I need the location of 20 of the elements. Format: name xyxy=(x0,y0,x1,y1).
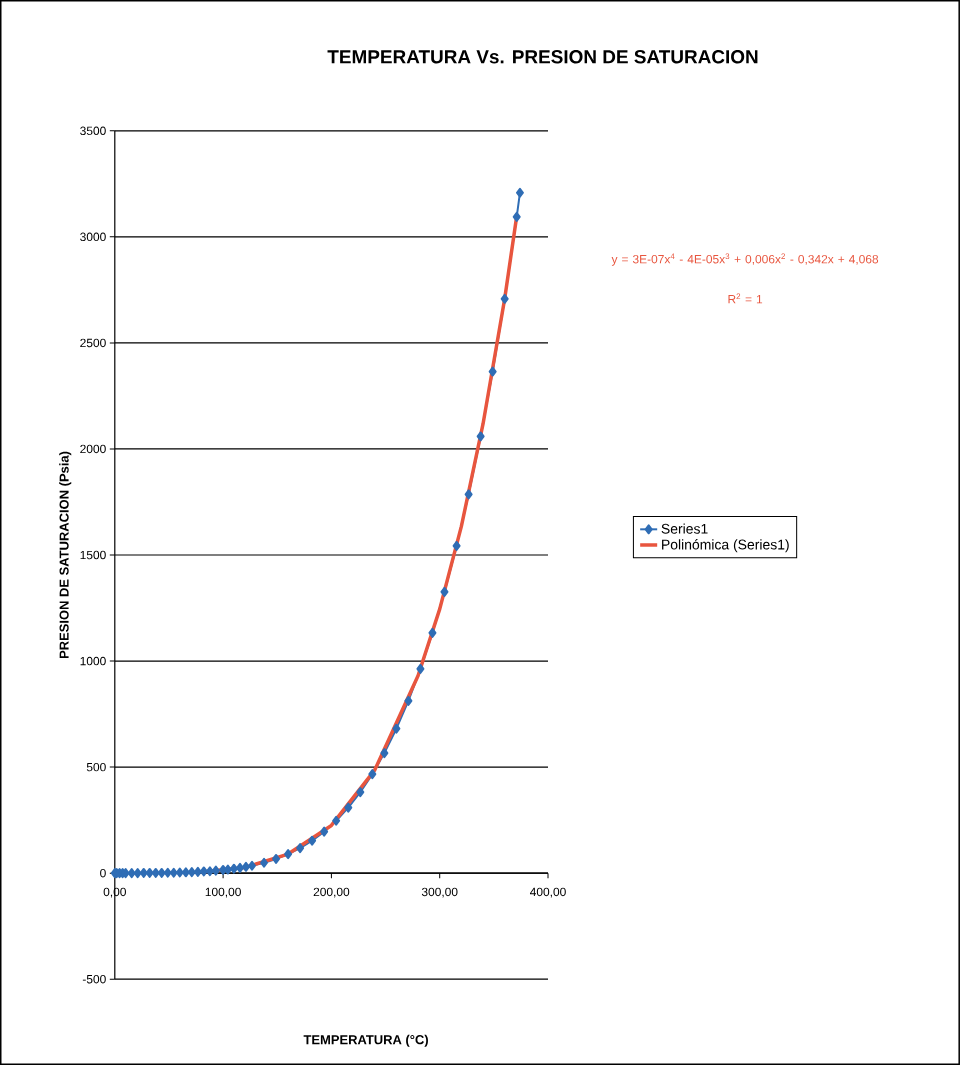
y-tick-label: 1000 xyxy=(80,656,106,666)
x-tick-label: 400,00 xyxy=(530,887,566,898)
y-tick-label: 3000 xyxy=(80,232,106,242)
y-tick-label: 3500 xyxy=(80,126,106,136)
x-tick-label: 300,00 xyxy=(421,887,458,898)
y-tick-label: 2500 xyxy=(80,338,106,348)
chart-title: TEMPERATURA Vs. PRESION DE SATURACION xyxy=(327,50,758,64)
x-tick-label: 200,00 xyxy=(313,887,350,898)
text: y = 3E-07x$^{4}$ - 4E-05x$^{3}$ + 0,006x$^{2}$ - 0,342x + 4,068 xyxy=(611,253,879,266)
y-tick-label: 0 xyxy=(100,868,106,878)
y-tick-label: -500 xyxy=(82,974,106,984)
y-tick-label: 1500 xyxy=(80,550,106,560)
legend-label: Polinómica (Series1) xyxy=(662,539,789,553)
text: R$^{2}$ = 1 xyxy=(728,293,763,304)
legend-label: Series1 xyxy=(661,523,708,534)
x-tick-label: 100,00 xyxy=(205,887,241,898)
x-axis-title: TEMPERATURA (°C) xyxy=(303,1034,429,1047)
y-tick-label: 2000 xyxy=(80,444,106,454)
y-axis-title: PRESION DE SATURACION (Psia) xyxy=(59,451,72,659)
y-tick-label: 500 xyxy=(86,762,106,772)
